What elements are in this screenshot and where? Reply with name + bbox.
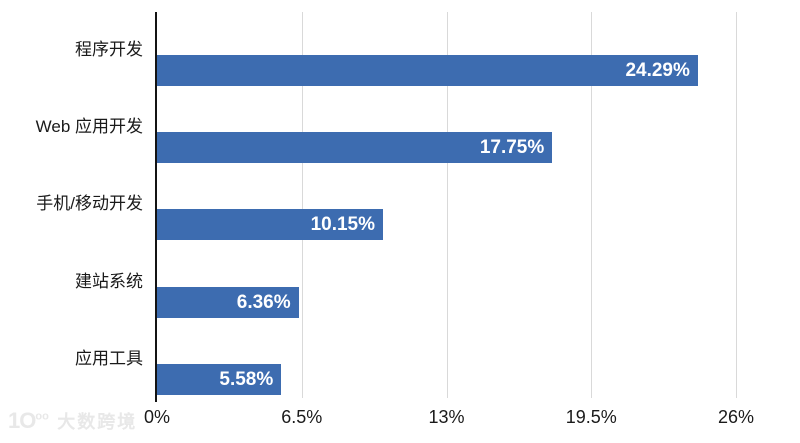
bar-row: 应用工具 5.58% xyxy=(75,321,736,398)
bar-row: Web 应用开发 17.75% xyxy=(36,89,736,166)
watermark-logo-sup: oo xyxy=(35,410,49,423)
watermark: 1Ooo 大数跨境 xyxy=(8,408,137,438)
bar: 17.75% xyxy=(157,132,553,164)
watermark-brand-text: 大数跨境 xyxy=(57,412,138,432)
gridline xyxy=(301,12,303,398)
bar-row: 手机/移动开发 10.15% xyxy=(36,166,736,243)
gridline xyxy=(591,12,593,398)
category-label: 应用工具 xyxy=(75,348,143,368)
gridline xyxy=(736,12,737,398)
bar-row: 建站系统 6.36% xyxy=(75,244,736,321)
bar: 5.58% xyxy=(157,363,282,395)
bar-value-label: 5.58% xyxy=(219,368,274,390)
gridline xyxy=(446,12,448,398)
bar: 6.36% xyxy=(157,286,299,318)
x-tick-label: 0% xyxy=(143,407,171,427)
y-axis-line xyxy=(155,12,157,402)
category-label: Web 应用开发 xyxy=(35,117,143,137)
bar: 10.15% xyxy=(157,209,384,241)
plot-area: 程序开发 24.29% Web 应用开发 17.75% 手机/移动开发 10.15% 建站系… xyxy=(36,12,737,402)
category-label: 手机/移动开发 xyxy=(36,194,143,214)
bar-value-label: 17.75% xyxy=(479,137,545,159)
x-axis: 0% 6.5% 13% 19.5% 26% xyxy=(144,404,754,430)
bar-value-label: 10.15% xyxy=(310,214,376,236)
x-tick-label: 26% xyxy=(717,407,755,427)
category-label: 建站系统 xyxy=(75,271,143,291)
x-tick-label: 13% xyxy=(428,407,465,427)
x-tick-label: 6.5% xyxy=(281,407,323,427)
bar: 24.29% xyxy=(157,55,698,86)
watermark-logo-icon: 1Ooo xyxy=(8,408,49,433)
bar-value-label: 6.36% xyxy=(236,291,291,313)
bar-row: 程序开发 24.29% xyxy=(75,12,736,89)
category-label: 程序开发 xyxy=(75,40,143,59)
watermark-logo-main: 1O xyxy=(8,408,36,433)
bar-value-label: 24.29% xyxy=(625,60,690,81)
x-tick-label: 19.5% xyxy=(565,407,617,427)
